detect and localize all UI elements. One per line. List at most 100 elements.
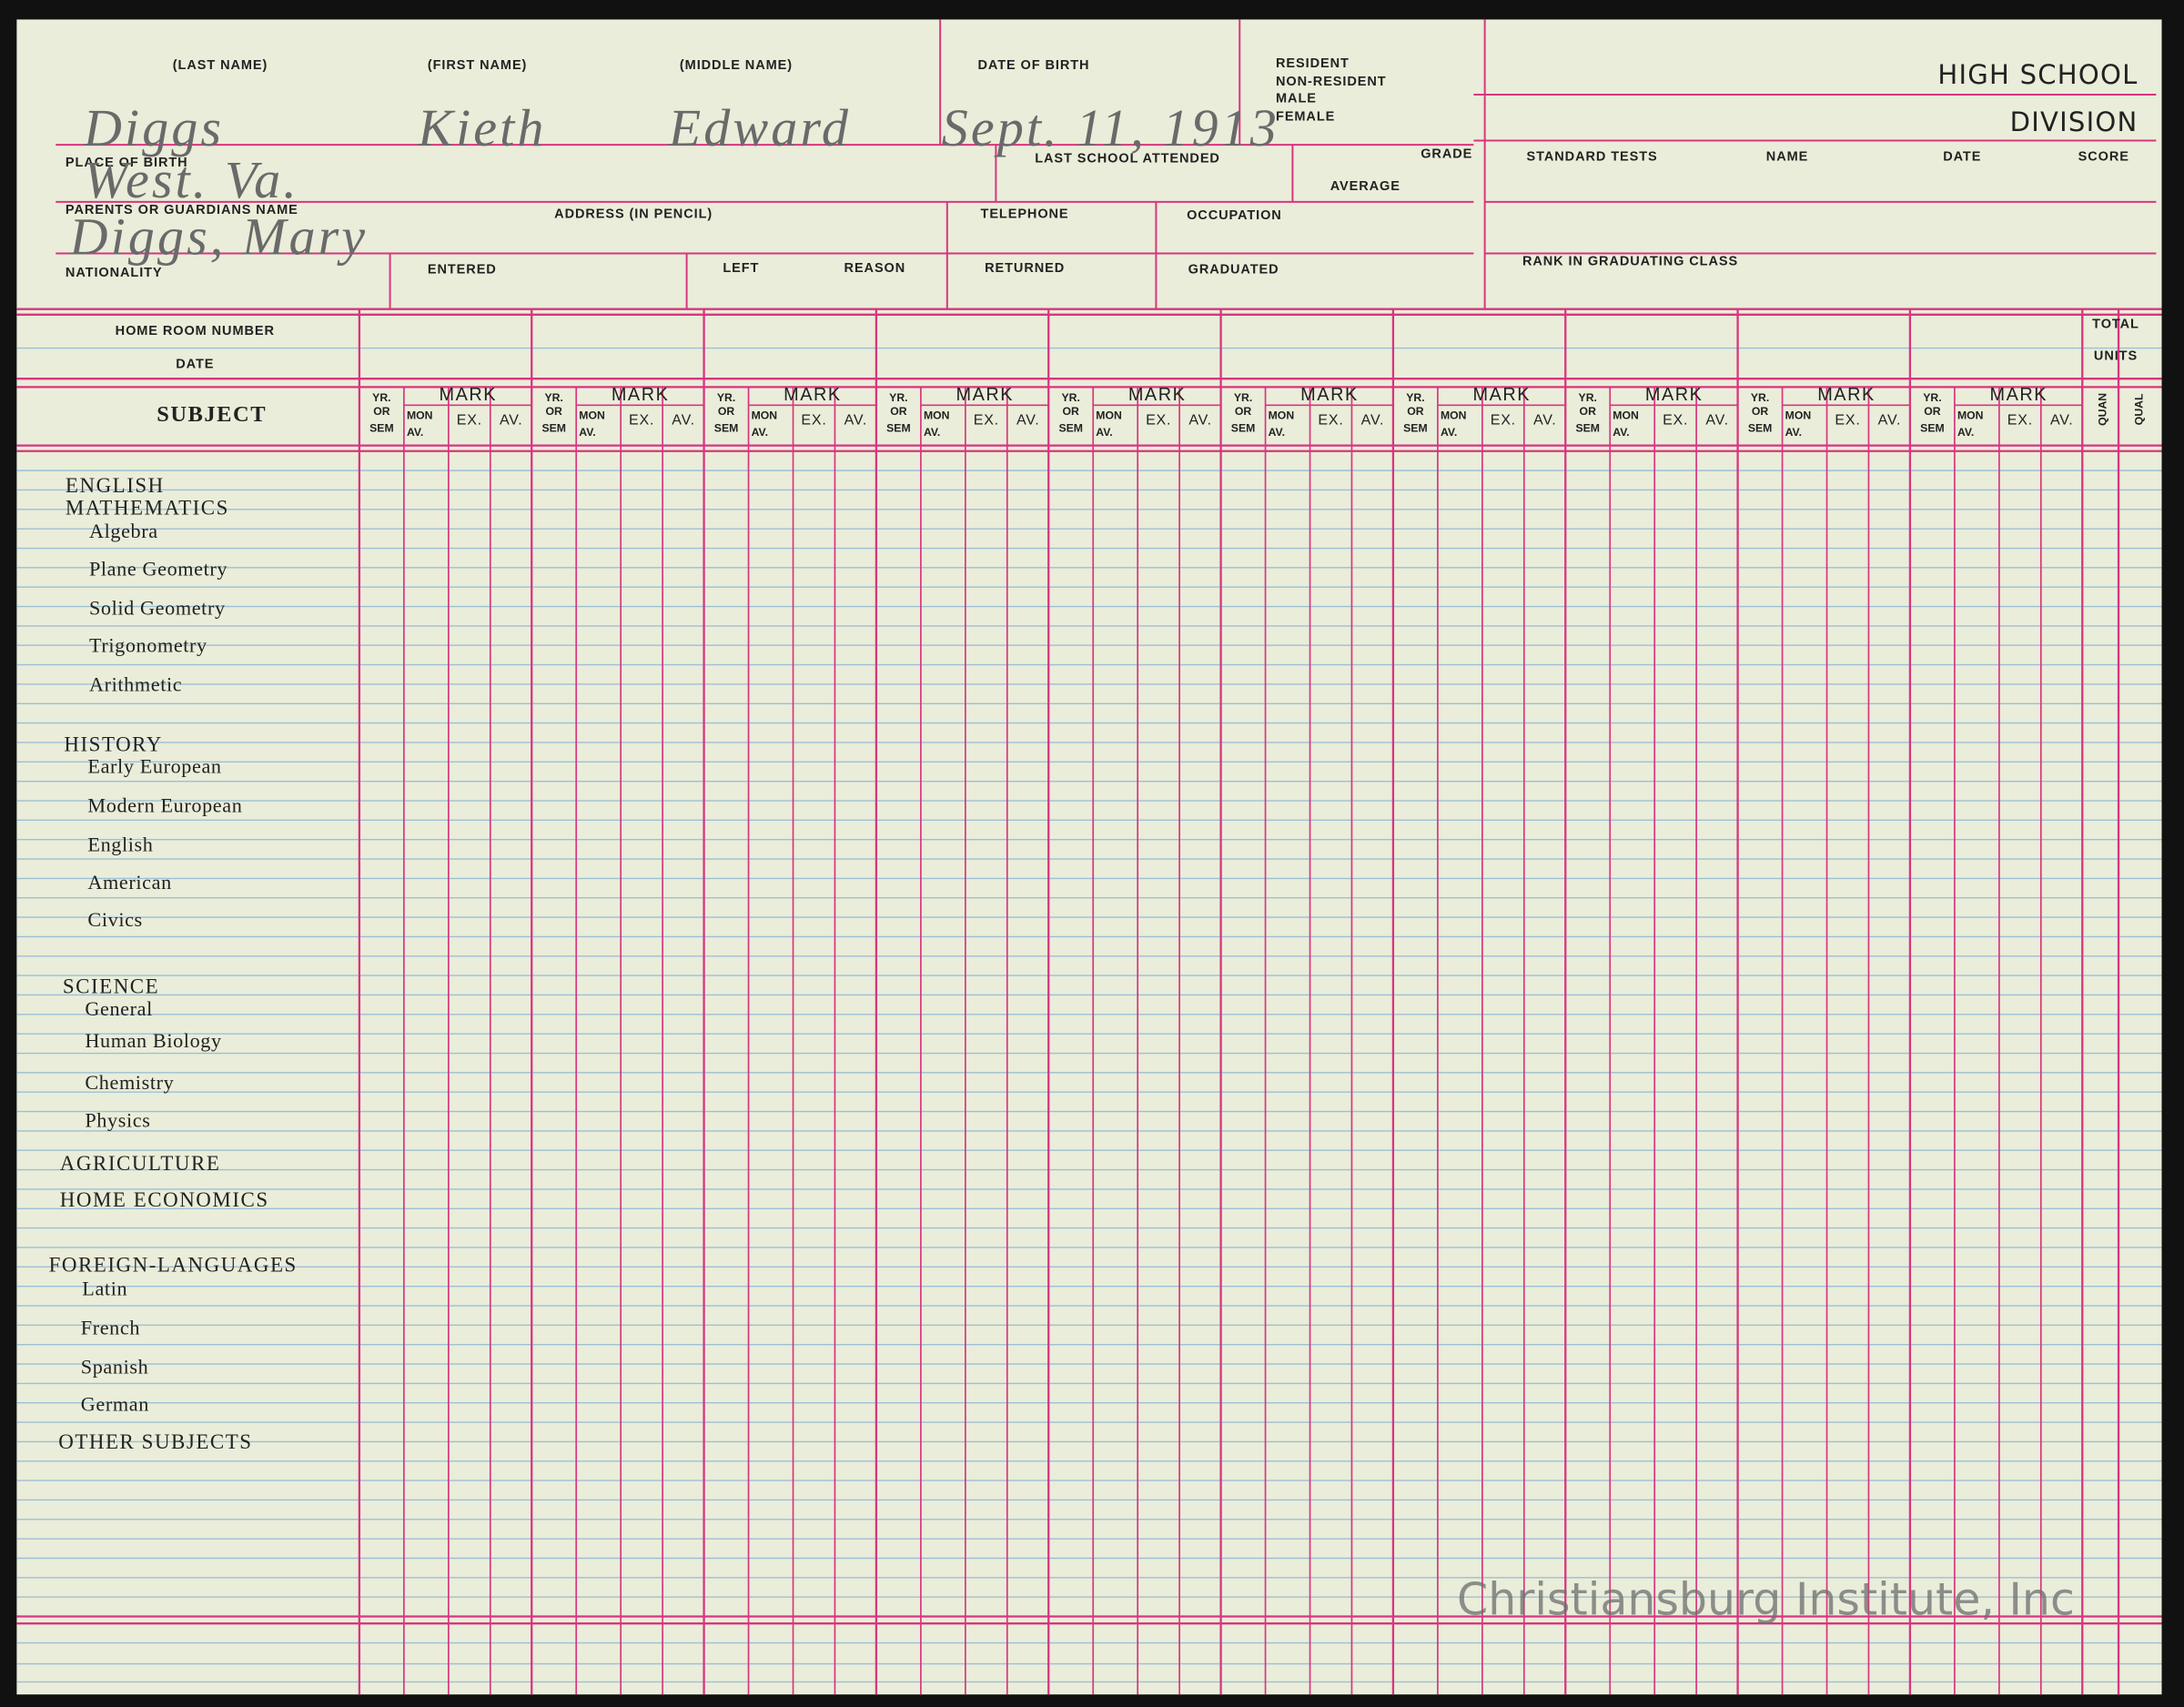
- column-header: EX.: [1146, 411, 1171, 428]
- field-label: TELEPHONE: [981, 207, 1069, 221]
- field-label: PLACE OF BIRTH: [66, 156, 188, 170]
- column-header: MARK: [1128, 385, 1187, 405]
- column-header: EX.: [1491, 411, 1516, 428]
- field-label: RETURNED: [985, 261, 1065, 276]
- field-label: GRADE: [1421, 147, 1472, 162]
- column-header: SEM: [1403, 422, 1428, 435]
- subject-label: Solid Geometry: [89, 596, 226, 619]
- subject-label: Early European: [87, 755, 221, 778]
- subject-label: Latin: [82, 1278, 127, 1300]
- column-header: AV.: [1361, 411, 1385, 428]
- column-header: MARK: [1817, 385, 1876, 405]
- column-header: MON: [1785, 409, 1812, 422]
- subject-label: Modern European: [87, 794, 242, 817]
- column-header: YR.: [1751, 391, 1769, 404]
- column-header: AV.: [672, 411, 695, 428]
- subject-label: FOREIGN-LANGUAGES: [49, 1254, 298, 1277]
- field-label: LAST SCHOOL ATTENDED: [1035, 151, 1220, 166]
- column-header: SEM: [369, 422, 394, 435]
- field-label: (MIDDLE NAME): [680, 58, 793, 73]
- column-header: OR: [1407, 405, 1424, 418]
- column-header: YR.: [1062, 391, 1080, 404]
- column-header: YR.: [717, 391, 735, 404]
- column-header: OR: [1752, 405, 1769, 418]
- field-label: OCCUPATION: [1187, 208, 1282, 223]
- column-header: MARK: [440, 385, 498, 405]
- handwritten-entry: Diggs: [83, 98, 224, 157]
- column-header: AV.: [579, 426, 595, 439]
- field-label: NAME: [1766, 150, 1808, 165]
- column-header: AV.: [1705, 411, 1729, 428]
- column-header: SEM: [886, 422, 911, 435]
- column-header: OR: [546, 405, 563, 418]
- title: DIVISION: [2010, 106, 2138, 137]
- column-header: OR: [718, 405, 735, 418]
- column-header: OR: [1063, 405, 1080, 418]
- subject-label: HOME ECONOMICS: [60, 1188, 269, 1211]
- subject-label: Arithmetic: [89, 672, 182, 695]
- column-header: MON: [579, 409, 605, 422]
- column-header: OR: [1924, 405, 1941, 418]
- field-label: NATIONALITY: [66, 266, 163, 280]
- field-label: STANDARD TESTS: [1527, 150, 1658, 165]
- column-header: MON: [924, 409, 950, 422]
- column-header: SEM: [1058, 422, 1083, 435]
- column-header: AV.: [1016, 411, 1040, 428]
- column-header: AV.: [1188, 411, 1212, 428]
- subject-label: English: [87, 833, 153, 855]
- field-label: ENTERED: [428, 263, 497, 278]
- field-label: SCORE: [2078, 150, 2129, 165]
- column-header: MARK: [784, 385, 842, 405]
- column-header: AV.: [924, 426, 940, 439]
- column-header: EX.: [974, 411, 999, 428]
- field-label: AVERAGE: [1330, 179, 1400, 194]
- subject-label: Civics: [87, 908, 142, 931]
- column-header: OR: [890, 405, 907, 418]
- subject-label: Physics: [85, 1108, 150, 1131]
- field-label: RANK IN GRADUATING CLASS: [1522, 255, 1738, 269]
- column-header: AV.: [1613, 426, 1629, 439]
- grid-label: TOTAL: [2092, 317, 2139, 331]
- column-header: EX.: [629, 411, 654, 428]
- column-header: SEM: [714, 422, 739, 435]
- field-label: FEMALE: [1276, 109, 1335, 124]
- handwritten-entry: Diggs, Mary: [69, 207, 369, 267]
- handwritten-entry: Edward: [668, 98, 851, 157]
- grid-label: UNITS: [2094, 349, 2138, 364]
- column-header: AV.: [1533, 411, 1557, 428]
- column-header: YR.: [372, 391, 390, 404]
- column-header: EX.: [457, 411, 482, 428]
- column-header: YR.: [1234, 391, 1252, 404]
- subject-label: SCIENCE: [63, 975, 159, 998]
- column-header: EX.: [1835, 411, 1860, 428]
- column-header: MARK: [1473, 385, 1532, 405]
- subject-label: Spanish: [81, 1355, 149, 1378]
- column-header: OR: [1580, 405, 1597, 418]
- column-header: SEM: [1748, 422, 1773, 435]
- column-header: AV.: [1878, 411, 1902, 428]
- column-header: MON: [752, 409, 778, 422]
- column-header: AV.: [407, 426, 423, 439]
- handwritten-entry: West. Va.: [84, 150, 299, 209]
- grid-label: DATE: [176, 358, 214, 372]
- column-header: AV.: [2050, 411, 2074, 428]
- column-header: MARK: [956, 385, 1015, 405]
- subject-label: American: [87, 871, 171, 894]
- column-header: MON: [1957, 409, 1984, 422]
- subject-label: Human Biology: [85, 1029, 221, 1052]
- handwritten-entry: Sept. 11, 1913: [942, 98, 1279, 157]
- field-label: GRADUATED: [1188, 263, 1279, 278]
- column-header: EX.: [1663, 411, 1688, 428]
- field-label: (FIRST NAME): [428, 58, 527, 73]
- subject-label: MATHEMATICS: [66, 496, 229, 519]
- column-header: AV.: [1441, 426, 1457, 439]
- card-paper: [16, 19, 2162, 1695]
- column-header: SEM: [1920, 422, 1945, 435]
- handwritten-entry: Kieth: [417, 98, 546, 157]
- column-header: SEM: [1575, 422, 1600, 435]
- subject-label: Chemistry: [85, 1071, 174, 1094]
- column-header: AV.: [500, 411, 523, 428]
- grid-label: SUBJECT: [157, 402, 267, 427]
- ruling: [16, 19, 2162, 1695]
